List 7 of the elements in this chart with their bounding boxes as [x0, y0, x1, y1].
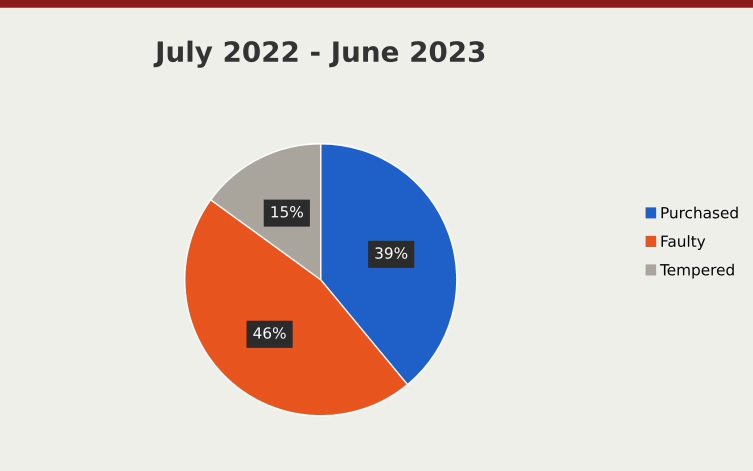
chart-title: July 2022 - June 2023 [154, 40, 484, 68]
legend-label: Tempered [660, 264, 734, 278]
data-label: 46% [253, 327, 286, 339]
legend-label: Purchased [662, 206, 738, 218]
data-label: 39% [375, 247, 408, 259]
data-label: 15% [272, 206, 303, 218]
legend-label: Faulty [662, 235, 706, 250]
